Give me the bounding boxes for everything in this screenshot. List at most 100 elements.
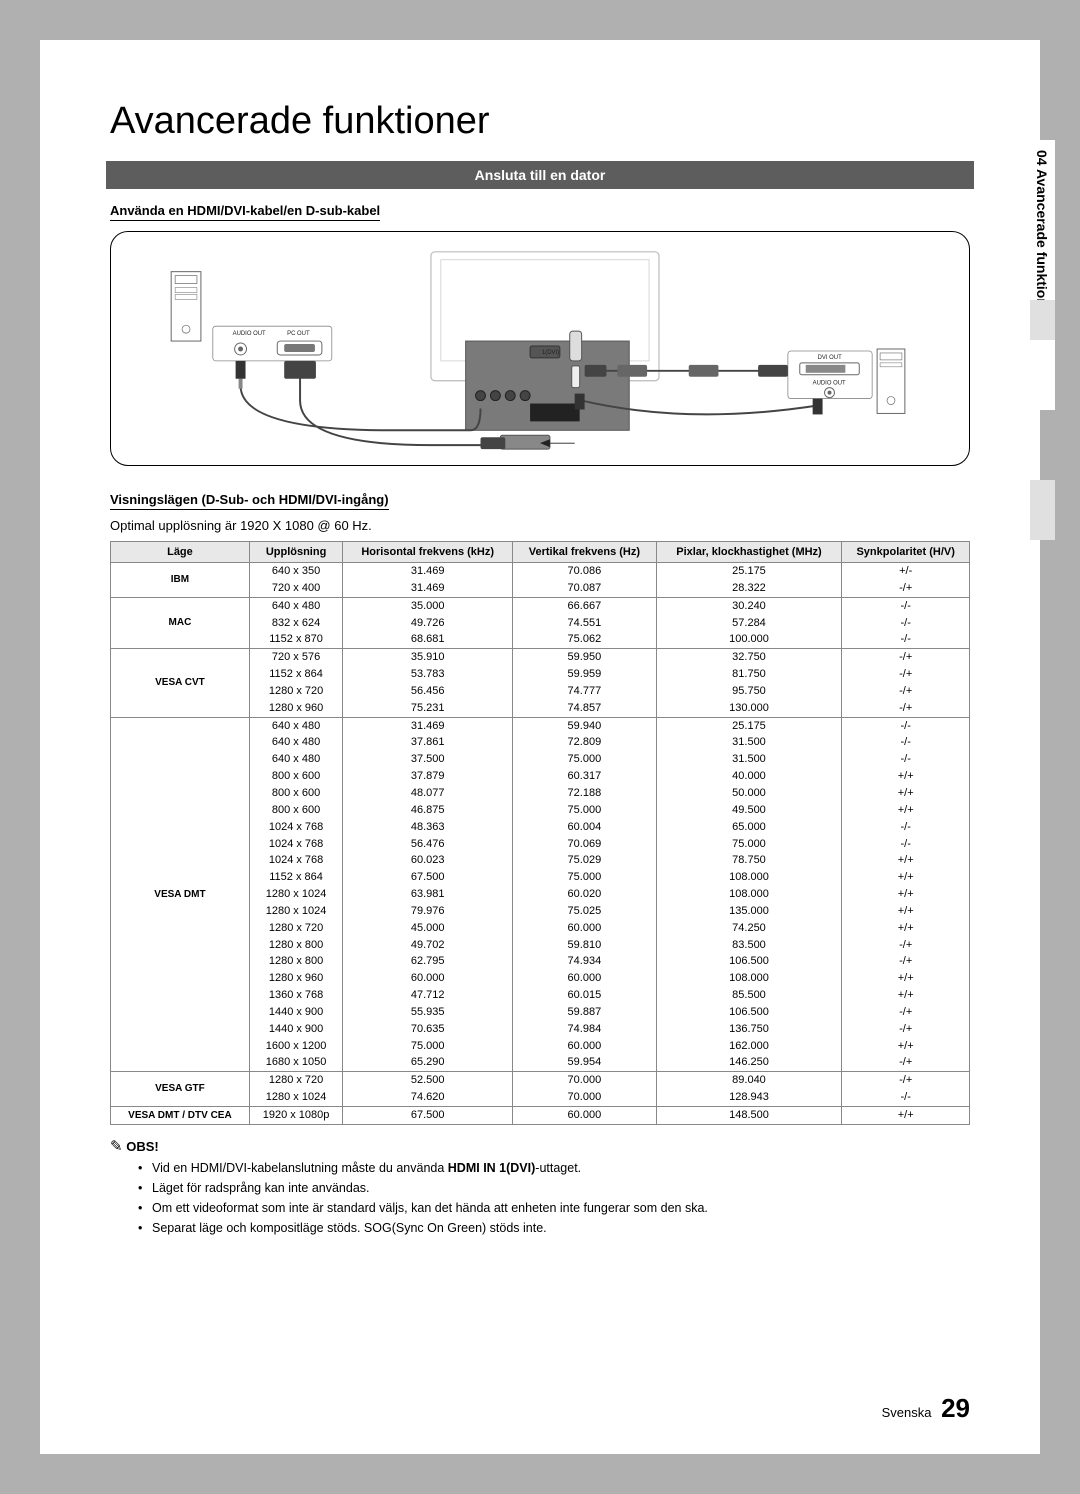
table-cell: 74.934 [513,953,657,970]
table-cell: -/+ [842,700,970,717]
table-row: MAC640 x 48035.00066.66730.240-/- [111,597,970,614]
connection-diagram: AUDIO OUT PC OUT 1(DVI) PC/DVI [110,231,970,466]
table-cell: 45.000 [343,920,513,937]
document-page: 04 Avancerade funktioner Avancerade funk… [40,40,1040,1454]
subheading-cable: Använda en HDMI/DVI-kabel/en D-sub-kabel [110,203,380,221]
table-cell: 75.029 [513,852,657,869]
table-cell: 59.887 [513,1004,657,1021]
table-cell: 70.000 [513,1089,657,1106]
section-banner: Ansluta till en dator [106,161,974,189]
note-item: Om ett videoformat som inte är standard … [138,1201,970,1215]
table-row: VESA CVT720 x 57635.91059.95032.750-/+ [111,649,970,666]
table-cell: 72.188 [513,785,657,802]
table-cell: 108.000 [656,869,842,886]
table-cell: 1280 x 1024 [249,903,342,920]
table-cell: 75.000 [513,802,657,819]
table-cell: 1024 x 768 [249,819,342,836]
table-row: VESA DMT640 x 48031.46959.94025.175-/- [111,717,970,734]
label-hdmi1dvi: 1(DVI) [542,350,559,356]
table-cell: 59.959 [513,666,657,683]
mode-group-label: VESA DMT [111,717,250,1072]
table-cell: 74.620 [343,1089,513,1106]
table-cell: 800 x 600 [249,802,342,819]
table-cell: 74.857 [513,700,657,717]
table-cell: -/+ [842,1004,970,1021]
table-cell: -/- [842,615,970,632]
table-cell: 148.500 [656,1107,842,1125]
table-cell: 1920 x 1080p [249,1107,342,1125]
table-cell: 75.025 [513,903,657,920]
table-cell: 1024 x 768 [249,852,342,869]
table-cell: 83.500 [656,937,842,954]
table-cell: 59.940 [513,717,657,734]
table-cell: +/+ [842,785,970,802]
table-cell: 106.500 [656,953,842,970]
table-cell: 640 x 480 [249,717,342,734]
table-cell: 30.240 [656,597,842,614]
table-cell: -/+ [842,649,970,666]
table-cell: 79.976 [343,903,513,920]
table-cell: -/+ [842,953,970,970]
table-cell: 70.087 [513,580,657,597]
table-cell: 60.020 [513,886,657,903]
table-cell: 74.984 [513,1021,657,1038]
side-tab-marker-1 [1030,300,1055,340]
table-cell: 75.000 [343,1038,513,1055]
pencil-icon: ✎ [110,1138,123,1155]
table-cell: 85.500 [656,987,842,1004]
table-cell: 50.000 [656,785,842,802]
table-cell: 60.000 [513,920,657,937]
svg-text:AUDIO IN: AUDIO IN [536,414,562,420]
table-cell: 1280 x 720 [249,683,342,700]
table-cell: 1680 x 1050 [249,1054,342,1071]
table-cell: 106.500 [656,1004,842,1021]
side-tab-marker-2 [1030,480,1055,540]
table-cell: -/- [842,751,970,768]
label-audio-out-2: AUDIO OUT [813,381,846,387]
table-cell: 74.250 [656,920,842,937]
table-cell: +/+ [842,903,970,920]
table-cell: 60.000 [513,970,657,987]
note-item: Separat läge och kompositläge stöds. SOG… [138,1221,970,1235]
table-cell: 75.231 [343,700,513,717]
table-cell: 74.551 [513,615,657,632]
table-cell: 62.795 [343,953,513,970]
table-cell: 640 x 480 [249,597,342,614]
table-cell: 68.681 [343,631,513,648]
table-cell: 28.322 [656,580,842,597]
table-cell: 40.000 [656,768,842,785]
notes-list: Vid en HDMI/DVI-kabelanslutning måste du… [138,1161,970,1235]
table-cell: 75.000 [656,836,842,853]
table-cell: -/- [842,597,970,614]
table-cell: 49.702 [343,937,513,954]
table-cell: +/- [842,563,970,580]
table-cell: 35.000 [343,597,513,614]
table-cell: 800 x 600 [249,785,342,802]
label-pc-out: PC OUT [287,331,310,337]
table-cell: 95.750 [656,683,842,700]
table-cell: 75.000 [513,751,657,768]
table-cell: 1440 x 900 [249,1004,342,1021]
table-cell: 130.000 [656,700,842,717]
table-cell: 47.712 [343,987,513,1004]
table-cell: 78.750 [656,852,842,869]
page-title: Avancerade funktioner [110,100,970,143]
mode-group-label: VESA DMT / DTV CEA [111,1107,250,1125]
table-cell: +/+ [842,970,970,987]
table-cell: 60.000 [343,970,513,987]
table-cell: 48.077 [343,785,513,802]
table-cell: +/+ [842,1107,970,1125]
table-cell: 65.000 [656,819,842,836]
label-audio-out: AUDIO OUT [233,331,266,337]
table-cell: 65.290 [343,1054,513,1071]
table-cell: 1280 x 800 [249,937,342,954]
table-cell: 52.500 [343,1072,513,1089]
table-cell: 57.284 [656,615,842,632]
note-item: Vid en HDMI/DVI-kabelanslutning måste du… [138,1161,970,1175]
table-cell: 59.810 [513,937,657,954]
table-cell: 81.750 [656,666,842,683]
table-cell: 1280 x 960 [249,970,342,987]
table-cell: 59.954 [513,1054,657,1071]
table-cell: 60.000 [513,1038,657,1055]
table-cell: +/+ [842,987,970,1004]
